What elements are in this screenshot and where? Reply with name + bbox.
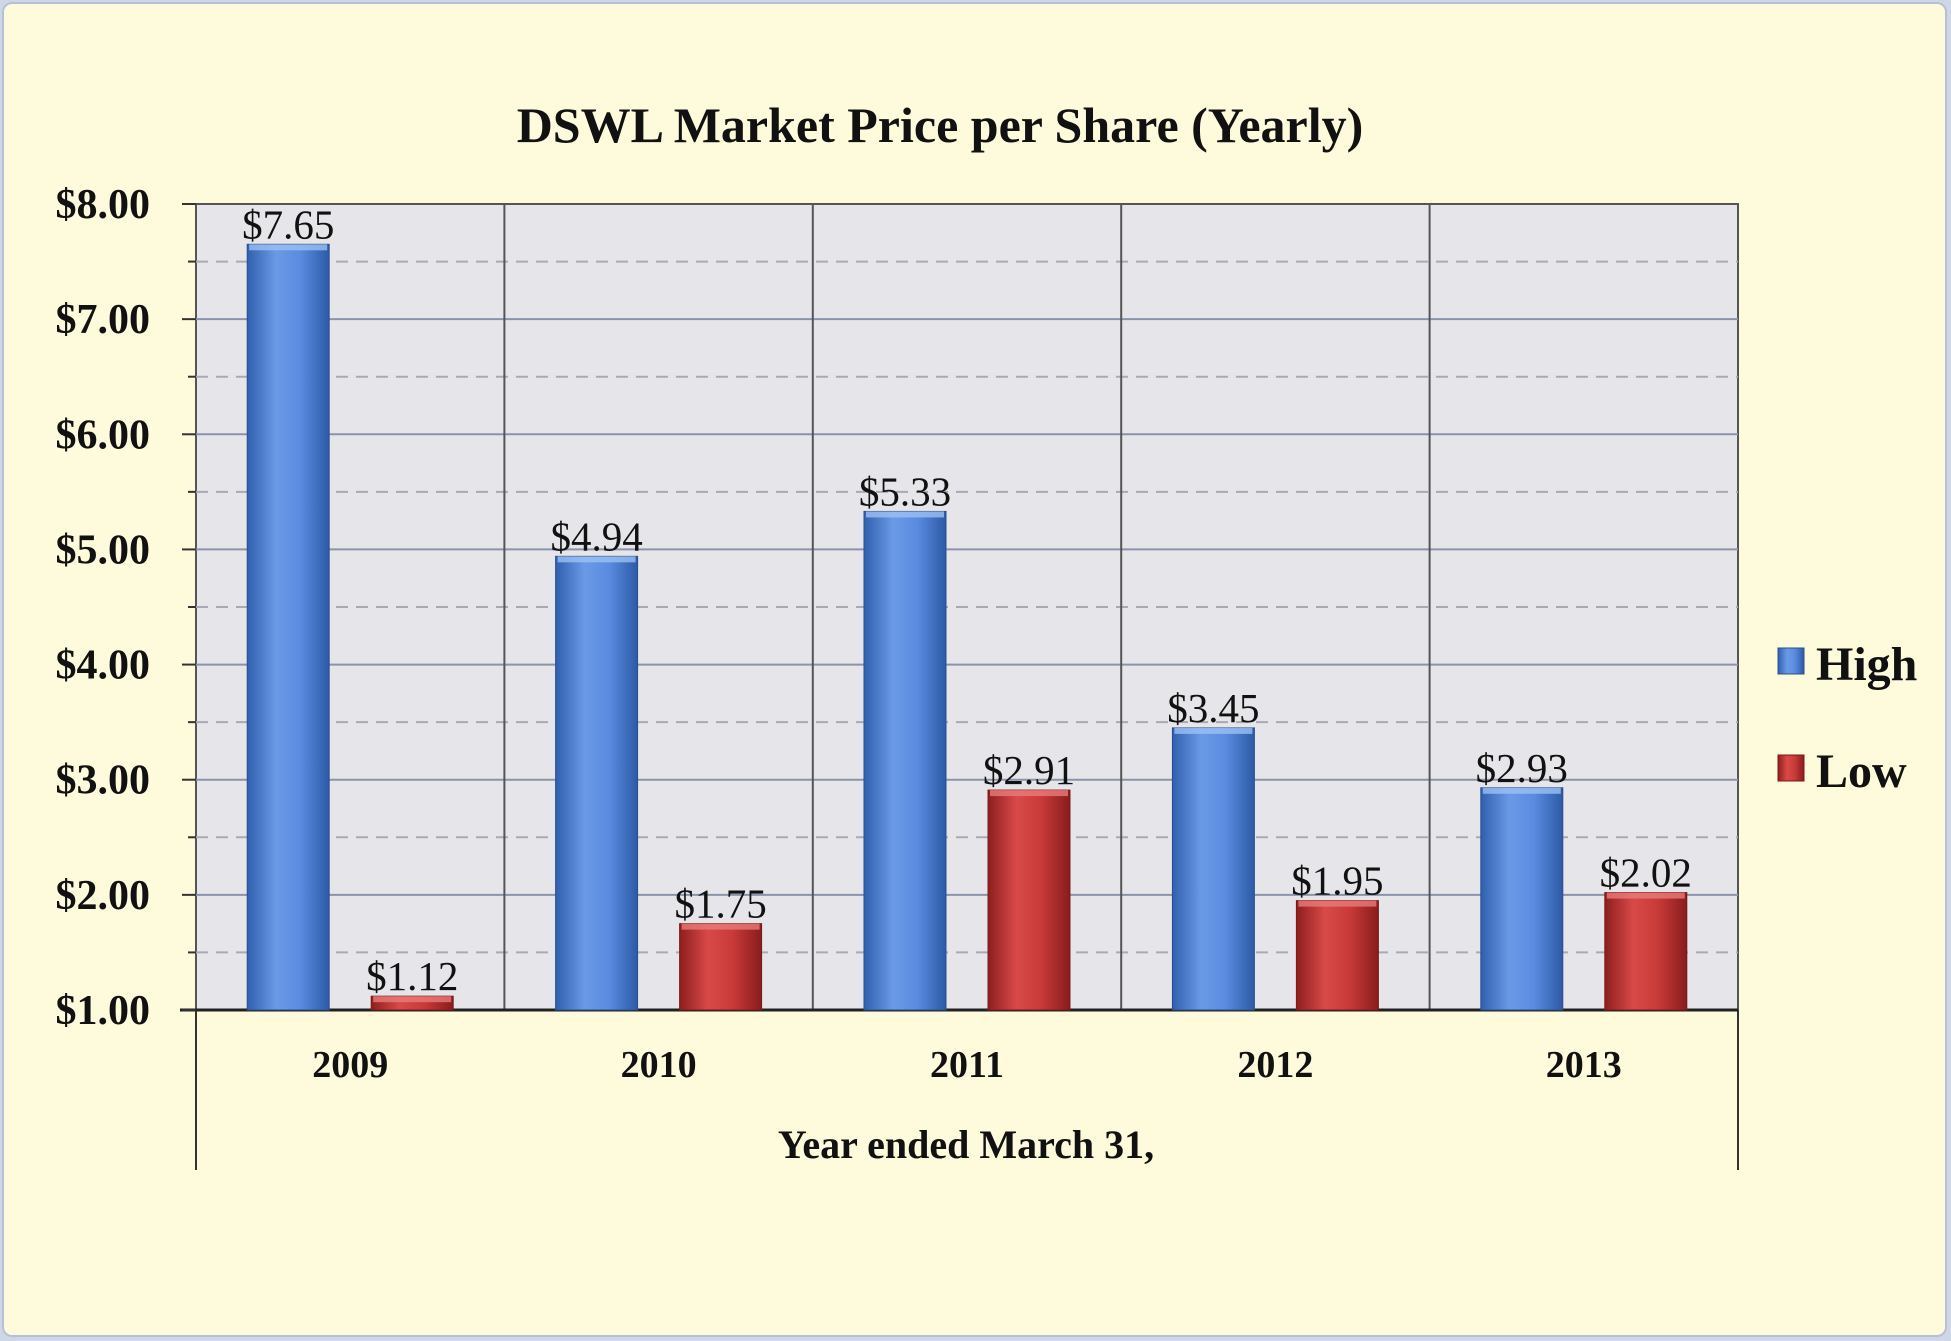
category-label-2012: 2012 [1237,1044,1313,1086]
category-label-2013: 2013 [1546,1044,1622,1086]
legend-swatch-low [1777,754,1805,782]
legend: High Low [1777,638,1917,798]
y-axis-ticks: $1.00 $2.00 $3.00 $4.00 $5.00 $6.00 $7.00 $8.00 [56,182,151,1034]
category-label-2010: 2010 [621,1044,697,1086]
chart-title: DSWL Market Price per Share (Yearly) [517,97,1364,153]
bar-high-2012 [1171,727,1255,1011]
bar-high-2009 [246,243,330,1011]
category-label-2009: 2009 [312,1044,388,1086]
bar-highlight [1482,787,1561,794]
bar-low-2012 [1295,900,1379,1011]
y-tick-label: $2.00 [56,873,151,919]
x-axis-label: Year ended March 31, [778,1122,1154,1167]
bar-highlight [373,996,452,1003]
x-axis-categories: 2009 2010 2011 2012 2013 [312,1044,1622,1086]
bar-highlight [557,556,636,563]
bar-low-2010 [679,923,763,1011]
bar-highlight [1174,727,1253,734]
data-label-low-2012: $1.95 [1291,858,1383,904]
bars [246,243,1688,1011]
y-tick-label: $1.00 [56,988,151,1034]
bar-highlight [866,511,944,518]
data-label-high-2010: $4.94 [550,513,642,559]
bar-high-2011 [863,510,947,1011]
y-tick-label: $5.00 [56,527,151,573]
data-label-low-2009: $1.12 [366,953,458,999]
bar-high-2010 [555,555,639,1011]
data-label-high-2012: $3.45 [1167,685,1259,731]
legend-swatch-high [1777,647,1805,675]
data-label-high-2009: $7.65 [242,201,334,247]
bar-highlight [1298,900,1377,907]
bar-highlight [1606,892,1685,899]
legend-label-low: Low [1816,745,1907,798]
bar-low-2013 [1604,892,1688,1011]
y-tick-label: $4.00 [56,643,151,689]
y-tick-label: $6.00 [56,412,151,458]
data-labels: $7.65 $1.12 $4.94 $1.75 $5.33 $2.91 $3.45 $1.95… [242,201,1692,999]
data-label-high-2013: $2.93 [1476,745,1568,791]
y-tick-label: $3.00 [56,758,151,804]
data-label-low-2013: $2.02 [1600,850,1692,896]
bar-highlight [249,244,328,251]
data-label-low-2011: $2.91 [983,747,1075,793]
bar-high-2013 [1480,787,1564,1011]
category-label-2011: 2011 [930,1044,1004,1086]
data-label-high-2011: $5.33 [859,468,951,514]
legend-label-high: High [1816,638,1917,691]
bar-highlight [681,923,760,930]
bar-low-2011 [987,789,1071,1011]
y-tick-label: $8.00 [56,182,151,228]
y-tick-label: $7.00 [56,297,151,343]
data-label-low-2010: $1.75 [674,881,766,927]
bar-highlight [990,790,1068,797]
